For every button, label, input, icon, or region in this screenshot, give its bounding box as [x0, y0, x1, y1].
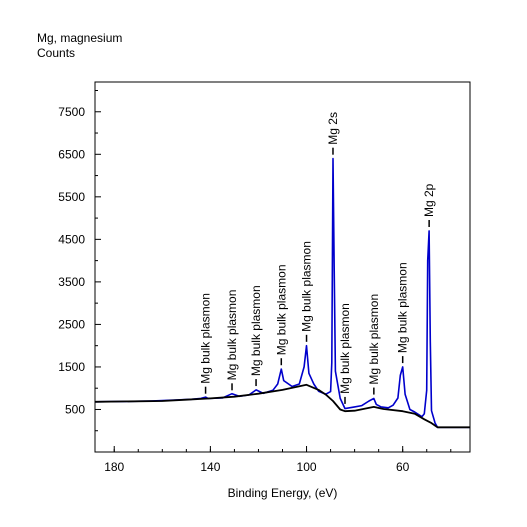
y-tick-label: 7500	[58, 105, 85, 119]
annotation-layer: Mg bulk plasmon Mg bulk plasmon Mg bulk pl…	[199, 112, 436, 404]
peak-annotation: Mg bulk plasmon	[367, 294, 381, 385]
y-tick-label: 2500	[58, 317, 85, 331]
y-tick-label: 500	[65, 402, 85, 416]
y-axis-ticks: 500 1500 2500 3500 4500 5500 6500 7500	[58, 90, 101, 432]
peak-annotation: Mg bulk plasmon	[199, 293, 213, 384]
peak-annotation: Mg 2p	[422, 183, 436, 217]
y-tick-label: 1500	[58, 360, 85, 374]
y-tick-label: 4500	[58, 232, 85, 246]
peak-annotation: Mg bulk plasmon	[300, 241, 314, 332]
x-axis-ticks: 180 140 100 60	[104, 446, 452, 474]
peak-annotation: Mg bulk plasmon	[396, 262, 410, 353]
background-line	[94, 383, 470, 429]
peak-annotation: Mg bulk plasmon	[338, 303, 352, 394]
y-tick-label: 6500	[58, 147, 85, 161]
peak-annotation: Mg bulk plasmon	[274, 264, 288, 355]
peak-annotation: Mg bulk plasmon	[225, 290, 239, 381]
peak-annotation: Mg 2s	[326, 112, 340, 145]
peak-annotation: Mg bulk plasmon	[249, 285, 263, 376]
y-tick-label: 3500	[58, 275, 85, 289]
series-layer	[94, 157, 470, 429]
x-axis-label: Binding Energy, (eV)	[228, 486, 338, 500]
chart-title: Mg, magnesium	[37, 31, 123, 45]
x-tick-label: 140	[200, 460, 220, 474]
x-tick-label: 180	[104, 460, 124, 474]
spectrum-line	[94, 157, 470, 429]
x-tick-label: 100	[297, 460, 317, 474]
y-tick-label: 5500	[58, 190, 85, 204]
y-axis-label: Counts	[37, 46, 76, 60]
x-tick-label: 60	[396, 460, 410, 474]
